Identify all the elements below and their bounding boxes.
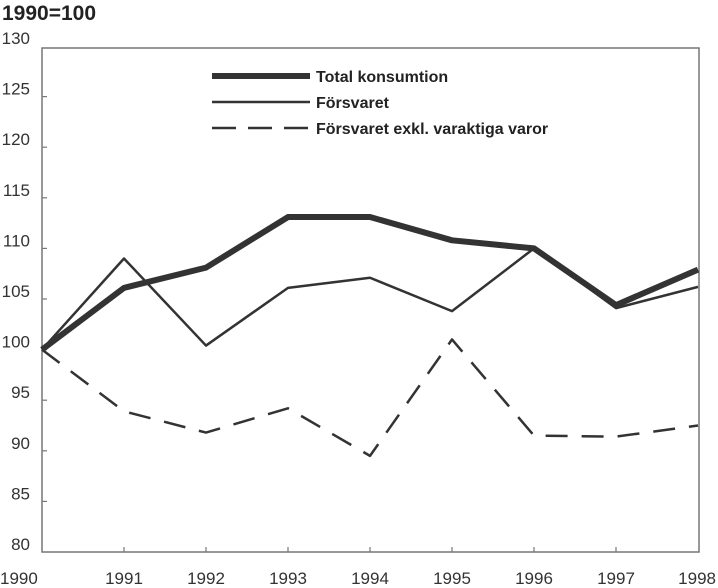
x-tick-label: 1996 xyxy=(515,569,553,588)
y-tick-label: 85 xyxy=(11,484,30,503)
x-tick-label: 1992 xyxy=(187,569,225,588)
x-tick-label: 1998 xyxy=(678,569,716,588)
legend-label-3: Försvaret exkl. varaktiga varor xyxy=(316,121,548,138)
x-tick-label: 1994 xyxy=(351,569,389,588)
series-line-2 xyxy=(41,247,699,351)
x-tick-label: 1991 xyxy=(105,569,143,588)
y-tick-label: 125 xyxy=(2,80,30,99)
x-tick-label: 1990 xyxy=(0,569,38,588)
legend-label-1: Total konsumtion xyxy=(316,69,448,86)
y-tick-label: 130 xyxy=(2,29,30,48)
y-tick-label: 100 xyxy=(2,333,30,352)
y-tick-label: 90 xyxy=(11,434,30,453)
x-tick-label: 1993 xyxy=(269,569,307,588)
x-tick-label: 1995 xyxy=(433,569,471,588)
series-line-1 xyxy=(40,214,700,352)
y-tick-label: 115 xyxy=(3,181,30,200)
y-tick-label: 110 xyxy=(3,231,30,250)
series-line-3 xyxy=(41,338,699,458)
chart-title: 1990=100 xyxy=(2,2,97,25)
y-tick-label: 105 xyxy=(2,282,30,301)
legend-label-2: Försvaret xyxy=(316,95,390,112)
y-tick-label: 80 xyxy=(11,535,30,554)
x-tick-label: 1997 xyxy=(597,569,635,588)
y-tick-label: 120 xyxy=(2,130,30,149)
y-tick-label: 95 xyxy=(11,383,30,402)
